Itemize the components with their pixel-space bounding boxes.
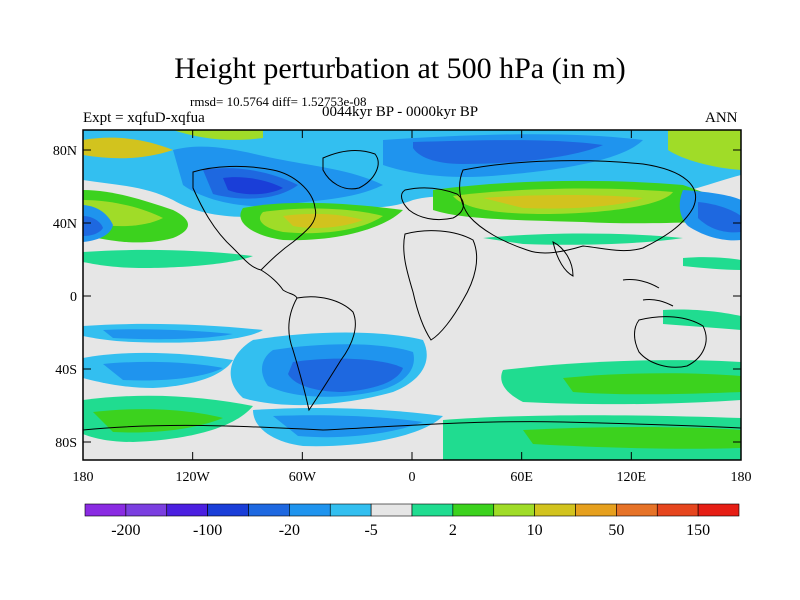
colorbar-label: 50	[608, 522, 624, 539]
colorbar-label: 2	[449, 522, 457, 539]
colorbar-label: -20	[279, 522, 300, 539]
colorbar-label: 150	[686, 522, 710, 539]
lon-tick-label: 60W	[289, 470, 317, 485]
lat-tick-label: 80N	[53, 144, 77, 159]
season-label: ANN	[705, 110, 738, 126]
lon-tick-label: 120E	[617, 470, 647, 485]
lat-tick-label: 40S	[55, 363, 77, 378]
colorbar-swatch	[452, 503, 495, 517]
lat-tick-label: 80S	[55, 436, 77, 451]
colorbar-swatch	[84, 503, 127, 517]
colorbar-swatch	[493, 503, 535, 517]
colorbar-label: -5	[364, 522, 377, 539]
colorbar-swatch	[248, 503, 290, 517]
colorbar-swatch	[207, 503, 249, 517]
colorbar-swatch	[289, 503, 331, 517]
colorbar-swatch	[697, 503, 740, 517]
period-label: 0044kyr BP - 0000kyr BP	[322, 104, 479, 120]
colorbar-swatch	[616, 503, 658, 517]
colorbar-label: 10	[527, 522, 543, 539]
lon-tick-label: 180	[731, 470, 752, 485]
colorbar: -200 -100 -20 -5 2 10 50 150	[84, 503, 740, 539]
lon-tick-label: 180	[73, 470, 94, 485]
experiment-label: Expt = xqfuD-xqfua	[83, 110, 205, 126]
lon-tick-label: 120W	[176, 470, 211, 485]
colorbar-label: -100	[193, 522, 222, 539]
colorbar-label: -200	[111, 522, 140, 539]
colorbar-swatch	[329, 503, 372, 517]
stats-label: rmsd= 10.5764 diff= 1.52753e-08	[190, 94, 367, 109]
lat-tick-label: 0	[70, 290, 77, 305]
colorbar-swatch	[125, 503, 168, 517]
lon-tick-label: 0	[409, 470, 416, 485]
colorbar-swatch	[411, 503, 454, 517]
map-title: Height perturbation at 500 hPa (in m)	[174, 52, 626, 85]
contour-map	[83, 130, 741, 460]
colorbar-swatch	[575, 503, 617, 517]
south-indian-high-core	[563, 373, 741, 395]
lon-tick-label: 60E	[510, 470, 533, 485]
lat-tick-label: 40N	[53, 217, 77, 232]
colorbar-swatch	[370, 503, 413, 517]
colorbar-swatch	[534, 503, 576, 517]
colorbar-swatch	[166, 503, 208, 517]
map-panel	[83, 130, 741, 460]
colorbar-swatch	[656, 503, 699, 517]
